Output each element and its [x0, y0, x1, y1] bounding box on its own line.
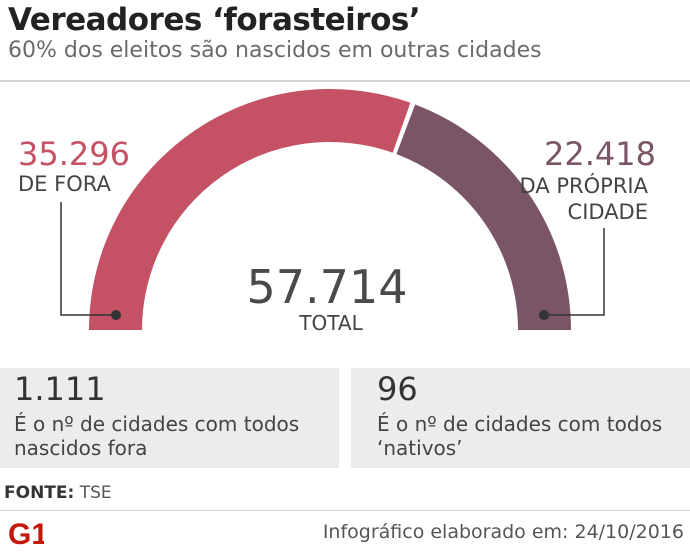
- chart-title: Vereadores ‘forasteiros’: [8, 2, 421, 38]
- source-note: FONTE: TSE: [4, 483, 112, 503]
- total-value: 57.714: [247, 260, 408, 314]
- slice-label-propria-cidade-line1: DA PRÓPRIA: [520, 173, 649, 198]
- slice-value-propria-cidade: 22.418: [544, 135, 656, 173]
- total-label: TOTAL: [298, 311, 363, 335]
- leader-line-de-fora: [60, 202, 117, 316]
- source-value: TSE: [79, 483, 112, 503]
- leader-dot-de-fora: [111, 310, 122, 321]
- leader-dot-propria-cidade: [538, 310, 549, 321]
- header-divider: [0, 80, 690, 82]
- stat-label: É o nº de cidades com todos ‘nativos’: [377, 412, 663, 460]
- credit-line: Infográfico elaborado em: 24/10/2016: [322, 521, 684, 543]
- stat-label: É o nº de cidades com todos nascidos for…: [14, 412, 300, 460]
- slice-value-de-fora: 35.296: [18, 135, 130, 173]
- footer-divider: [0, 510, 690, 511]
- slice-de-fora: [89, 88, 411, 330]
- g1-logo: G1: [8, 518, 44, 548]
- gauge-chart: 35.296 DE FORA 22.418 DA PRÓPRIA CIDADE …: [18, 88, 656, 335]
- source-label: FONTE:: [4, 483, 75, 503]
- stat-value: 1.111: [14, 370, 106, 408]
- stat-value: 96: [377, 370, 418, 408]
- g1-logo-text: G1: [8, 518, 44, 548]
- leader-line-propria-cidade: [543, 228, 605, 316]
- chart-subtitle: 60% dos eleitos são nascidos em outras c…: [8, 38, 542, 63]
- slice-label-de-fora: DE FORA: [18, 172, 111, 196]
- slice-label-propria-cidade-line2: CIDADE: [568, 200, 648, 224]
- stat-box-all-from-outside: 1.111 É o nº de cidades com todos nascid…: [0, 368, 339, 468]
- slice-propria-cidade: [396, 104, 571, 330]
- stat-box-all-natives: 96 É o nº de cidades com todos ‘nativos’: [351, 368, 690, 468]
